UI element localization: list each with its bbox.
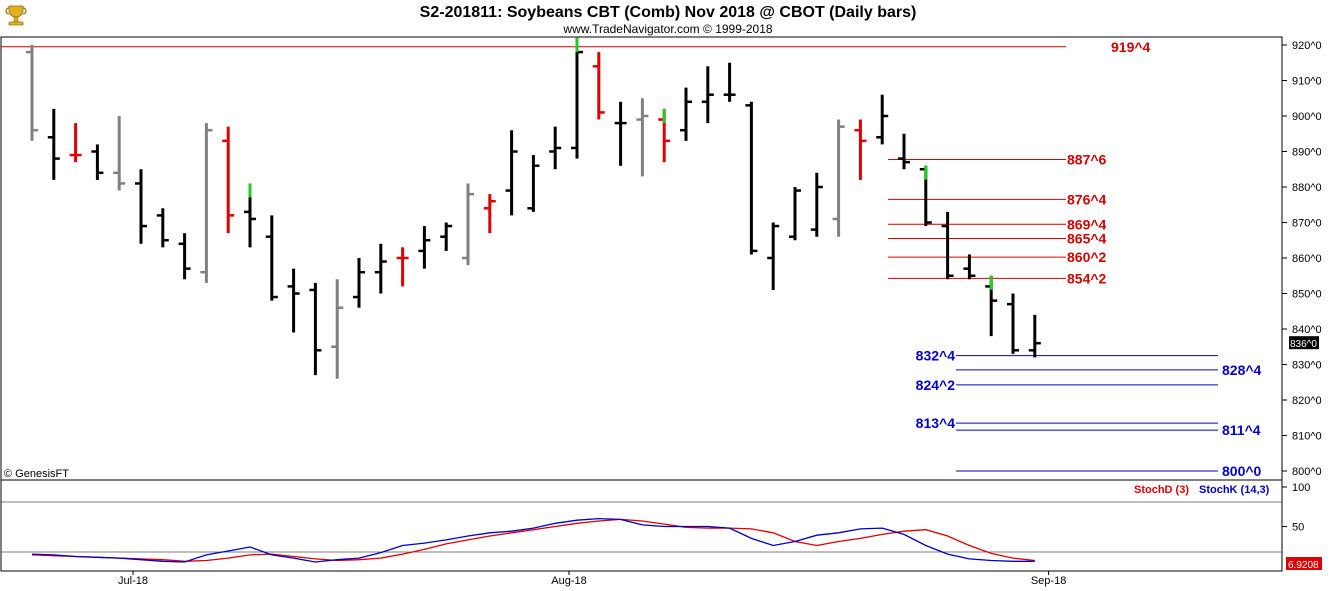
price-bar	[200, 123, 213, 283]
price-bar	[462, 183, 474, 266]
price-bar	[353, 258, 365, 308]
price-bar	[810, 172, 823, 237]
price-bar	[549, 126, 562, 170]
resistance-label: 865^4	[1067, 230, 1107, 246]
resistance-label: 869^4	[1067, 216, 1107, 232]
copyright-label: © GenesisFT	[4, 468, 69, 480]
price-bar	[854, 119, 867, 180]
price-bar	[26, 45, 38, 141]
price-bar	[374, 243, 387, 294]
resistance-label: 860^2	[1067, 249, 1107, 265]
date-tick-label: Jul-18	[118, 575, 148, 587]
price-bar	[396, 247, 409, 287]
price-bar	[767, 222, 780, 290]
price-tick-label: 890^0	[1292, 147, 1322, 159]
stoch-tick-label: 50	[1292, 522, 1304, 534]
price-bar	[222, 126, 235, 234]
support-label: 813^4	[916, 415, 956, 431]
price-bar	[614, 101, 627, 166]
stochd-line	[31, 518, 1035, 562]
trophy-logo-icon	[5, 5, 27, 26]
stochastic-axis: 100 50	[1282, 482, 1310, 534]
price-tick-label: 840^0	[1292, 324, 1322, 336]
price-bar	[47, 108, 60, 180]
chart-subtitle: www.TradeNavigator.com © 1999-2018	[562, 22, 772, 36]
stochastic-layer	[31, 517, 1035, 563]
resistance-label: 854^2	[1067, 270, 1107, 286]
price-bar	[658, 108, 671, 163]
price-bar	[178, 233, 191, 280]
price-bar	[636, 98, 649, 177]
price-tick-label: 900^0	[1292, 111, 1322, 123]
price-bar	[505, 130, 518, 216]
price-tick-label: 880^0	[1292, 182, 1322, 194]
last-price-label: 836^0	[1290, 339, 1317, 350]
price-bar	[331, 279, 344, 379]
price-bar	[571, 37, 583, 159]
price-bar	[745, 101, 758, 255]
price-bar	[91, 144, 104, 180]
price-bar	[418, 226, 431, 269]
price-tick-label: 830^0	[1292, 360, 1322, 372]
price-tick-label: 870^0	[1292, 218, 1322, 230]
price-bar	[680, 87, 692, 141]
price-bar	[985, 275, 998, 337]
resistance-label: 876^4	[1067, 191, 1107, 207]
price-bar	[592, 52, 605, 120]
price-tick-label: 920^0	[1292, 40, 1322, 52]
legend-stochd: StochD (3)	[1134, 484, 1189, 496]
price-bar	[113, 116, 126, 191]
price-tick-label: 820^0	[1292, 395, 1322, 407]
stoch-tick-label: 100	[1292, 482, 1310, 494]
indicator-panel	[0, 479, 1283, 572]
support-label: 832^4	[916, 348, 956, 364]
price-bar	[69, 123, 82, 163]
price-bar	[440, 222, 453, 251]
stoch-value-label: 6.9208	[1288, 560, 1319, 571]
date-axis: Jul-18 Aug-18 Sep-18	[118, 571, 1066, 587]
price-bar	[309, 282, 322, 376]
price-tick-label: 850^0	[1292, 289, 1322, 301]
support-label: 811^4	[1222, 422, 1261, 438]
date-tick-label: Aug-18	[551, 575, 586, 587]
price-bar	[919, 165, 932, 227]
price-bar	[135, 169, 147, 244]
price-bar	[941, 211, 954, 280]
price-bar	[1007, 293, 1019, 354]
chart-title: S2-201811: Soybeans CBT (Comb) Nov 2018 …	[420, 4, 917, 21]
price-tick-label: 860^0	[1292, 253, 1322, 265]
price-bar	[287, 268, 300, 333]
price-bars	[26, 37, 1041, 379]
resistance-label: 919^4	[1111, 39, 1151, 55]
price-bar	[1028, 314, 1041, 358]
resistance-label: 887^6	[1067, 151, 1107, 167]
date-tick-label: Sep-18	[1031, 575, 1066, 587]
legend-stochk: StochK (14,3)	[1199, 484, 1270, 496]
support-label: 824^2	[916, 377, 956, 393]
stochk-line	[31, 517, 1035, 563]
stoch-value-box	[1286, 557, 1322, 570]
support-label: 800^0	[1222, 463, 1262, 479]
price-bar	[265, 215, 278, 301]
price-bar	[244, 183, 256, 248]
price-bar	[156, 208, 169, 248]
price-bar	[723, 62, 736, 102]
price-bar	[832, 119, 845, 237]
last-price-box	[1289, 336, 1319, 350]
price-bar	[527, 155, 540, 212]
price-bar	[701, 66, 714, 124]
price-bar	[898, 133, 910, 170]
price-tick-label: 800^0	[1292, 466, 1322, 478]
price-axis: 920^0 910^0 900^0 890^0 880^0 870^0 860^0 850^0…	[1282, 40, 1322, 478]
price-tick-label: 810^0	[1292, 431, 1322, 443]
price-tick-label: 910^0	[1292, 76, 1322, 88]
price-bar	[963, 254, 976, 280]
price-bar	[483, 194, 496, 234]
price-bar	[789, 187, 801, 241]
price-bar	[876, 94, 889, 145]
support-label: 828^4	[1222, 362, 1262, 378]
